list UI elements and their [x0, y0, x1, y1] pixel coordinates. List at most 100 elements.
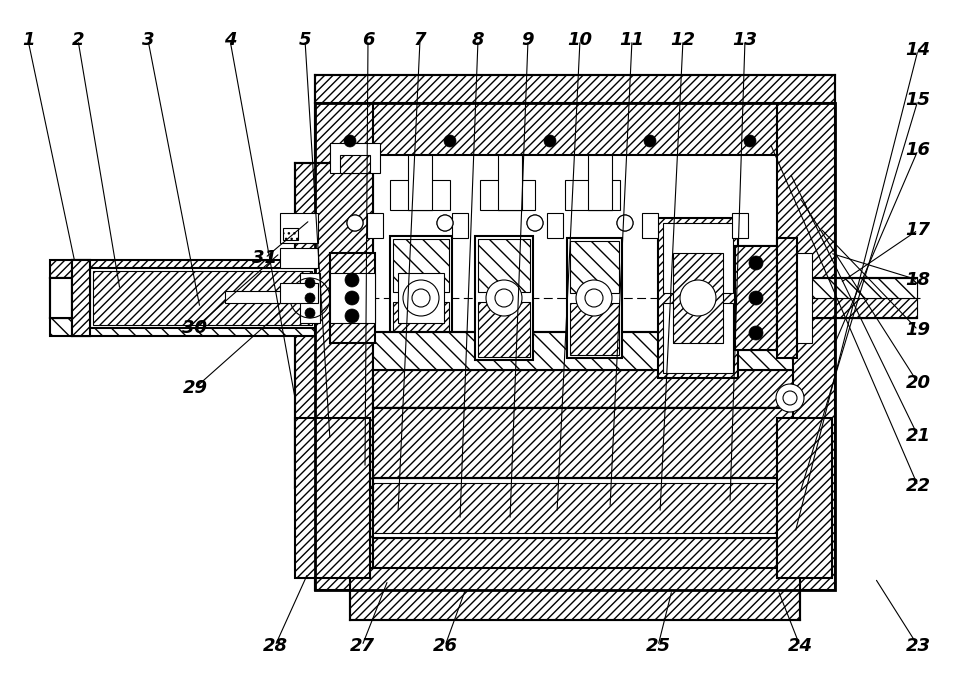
Bar: [315, 75, 835, 103]
Text: 31: 31: [252, 249, 277, 267]
Circle shape: [680, 280, 716, 316]
Bar: [567, 238, 622, 358]
Bar: [330, 143, 380, 173]
Circle shape: [585, 289, 603, 307]
Text: 22: 22: [905, 477, 930, 495]
Bar: [673, 253, 723, 343]
Bar: [390, 236, 452, 360]
Circle shape: [403, 280, 439, 316]
Bar: [225, 291, 315, 303]
Circle shape: [437, 215, 453, 231]
Circle shape: [486, 280, 522, 316]
Text: 16: 16: [905, 141, 930, 159]
Circle shape: [437, 215, 453, 231]
Circle shape: [749, 291, 763, 305]
Text: 18: 18: [905, 271, 930, 289]
Circle shape: [305, 293, 315, 303]
Circle shape: [617, 215, 633, 231]
Text: 5: 5: [299, 31, 311, 49]
Circle shape: [527, 215, 543, 231]
Bar: [367, 213, 383, 238]
Bar: [735, 246, 777, 350]
Bar: [373, 370, 793, 408]
Text: 13: 13: [732, 31, 757, 49]
Circle shape: [444, 135, 456, 147]
Circle shape: [644, 135, 656, 147]
Text: 28: 28: [262, 637, 287, 655]
Circle shape: [344, 135, 356, 147]
Circle shape: [744, 135, 756, 147]
Text: 24: 24: [787, 637, 812, 655]
Circle shape: [749, 256, 763, 270]
Bar: [755, 298, 917, 318]
Text: 29: 29: [182, 379, 207, 397]
Text: 12: 12: [670, 31, 695, 49]
Circle shape: [527, 215, 543, 231]
Bar: [570, 303, 619, 355]
Bar: [777, 103, 835, 590]
Bar: [280, 248, 318, 268]
Bar: [663, 223, 733, 293]
Circle shape: [305, 278, 315, 288]
Bar: [93, 271, 312, 325]
Circle shape: [345, 273, 359, 287]
Bar: [777, 418, 832, 578]
Text: 23: 23: [905, 637, 930, 655]
Bar: [398, 273, 444, 323]
Bar: [50, 278, 72, 318]
Bar: [390, 180, 450, 210]
Circle shape: [495, 289, 513, 307]
Bar: [315, 538, 835, 590]
Bar: [588, 155, 612, 210]
Bar: [50, 260, 315, 278]
Circle shape: [347, 215, 363, 231]
Bar: [797, 253, 812, 343]
Circle shape: [576, 280, 612, 316]
Bar: [280, 283, 318, 303]
Text: 10: 10: [567, 31, 592, 49]
Bar: [480, 180, 535, 210]
Text: 17: 17: [905, 221, 930, 239]
Bar: [755, 278, 917, 318]
Text: 4: 4: [224, 31, 236, 49]
Text: 9: 9: [521, 31, 535, 49]
Bar: [663, 303, 733, 373]
Circle shape: [412, 289, 430, 307]
Circle shape: [544, 135, 556, 147]
Circle shape: [305, 308, 315, 318]
Text: 26: 26: [433, 637, 458, 655]
Text: 30: 30: [182, 319, 207, 337]
Bar: [315, 103, 835, 155]
Bar: [315, 103, 373, 590]
Text: 1: 1: [22, 31, 35, 49]
Bar: [373, 483, 793, 533]
Text: 2: 2: [72, 31, 84, 49]
Bar: [642, 213, 658, 238]
Bar: [408, 155, 432, 210]
Bar: [315, 103, 835, 590]
Bar: [330, 273, 375, 323]
Bar: [478, 302, 530, 357]
Circle shape: [347, 215, 363, 231]
Bar: [373, 478, 793, 538]
Circle shape: [749, 326, 763, 340]
Text: 6: 6: [362, 31, 374, 49]
Text: 8: 8: [471, 31, 484, 49]
Text: 27: 27: [349, 637, 374, 655]
Circle shape: [776, 384, 804, 412]
Circle shape: [345, 291, 359, 305]
Bar: [300, 273, 320, 323]
Bar: [732, 213, 748, 238]
Circle shape: [783, 391, 797, 405]
Text: 14: 14: [905, 41, 930, 59]
Bar: [475, 236, 533, 360]
Bar: [658, 218, 738, 378]
Bar: [393, 302, 449, 357]
Bar: [373, 408, 793, 478]
Bar: [393, 239, 449, 292]
Bar: [565, 180, 620, 210]
Text: 19: 19: [905, 321, 930, 339]
Bar: [755, 278, 917, 298]
Text: 7: 7: [414, 31, 426, 49]
Bar: [50, 318, 315, 336]
